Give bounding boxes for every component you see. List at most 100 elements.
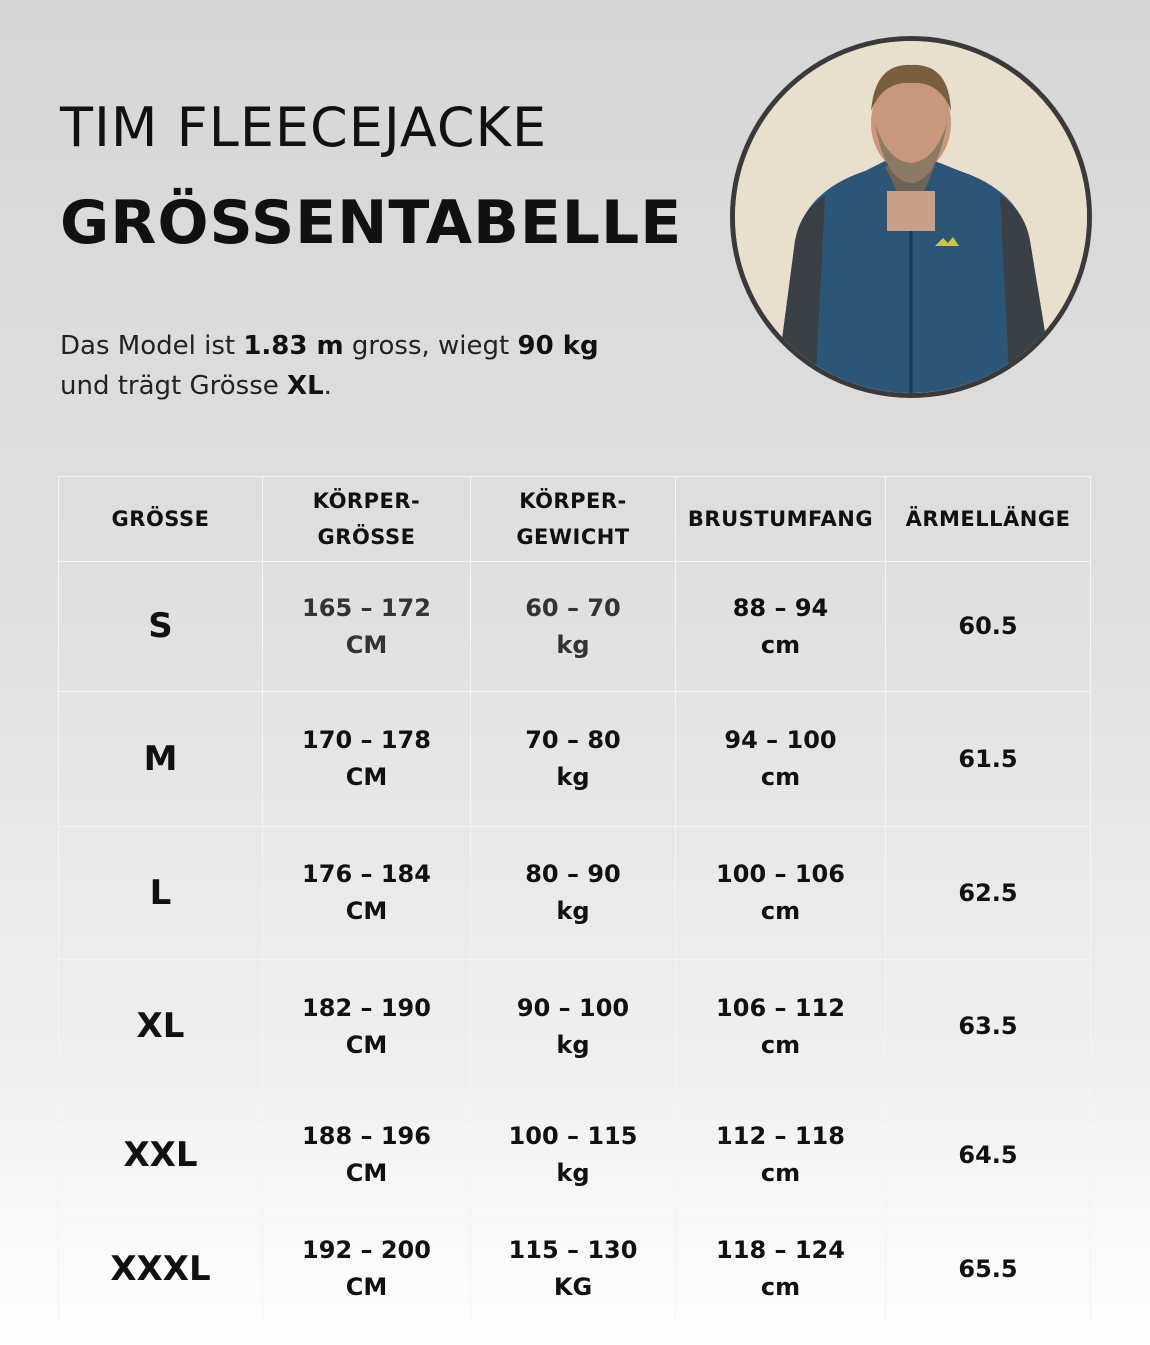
col-chest-cell: 118 – 124 cm [675, 1216, 886, 1322]
cell-value: CM [345, 1273, 388, 1302]
cell-value: kg [556, 897, 590, 925]
col-sleeve-cell: 65.5 [885, 1216, 1091, 1322]
desc-text: gross, wiegt [343, 331, 518, 361]
table-row: XL 182 – 190 CM 90 – 100 kg 106 – 112 cm 63.5 [58, 959, 1091, 1094]
cell-value: S [148, 606, 173, 646]
desc-text: Das Model ist [60, 331, 244, 361]
cell-value: 90 – 100 [516, 993, 630, 1022]
header-label: KÖRPER- [312, 489, 421, 513]
col-size-cell: XXL [58, 1093, 263, 1217]
cell-value: 62.5 [958, 878, 1018, 907]
cell-value: 165 – 172 [302, 593, 431, 622]
cell-value: kg [556, 1030, 590, 1059]
col-body-weight-header: KÖRPER- GEWICHT [470, 476, 676, 562]
product-title: TIM FLEECEJACKE [60, 96, 548, 159]
col-chest-cell: 112 – 118 cm [675, 1093, 886, 1217]
col-sleeve-cell: 63.5 [885, 959, 1091, 1094]
model-illustration [735, 41, 1087, 393]
logo-icon [935, 237, 959, 246]
col-size-cell: S [58, 561, 263, 692]
table-row: S 165 – 172 CM 60 – 70 kg 88 – 94 cm 60.5 [58, 561, 1091, 692]
col-body-height-cell: 188 – 196 CM [262, 1093, 471, 1217]
cell-value: cm [760, 897, 801, 925]
col-sleeve-cell: 60.5 [885, 561, 1091, 692]
cell-value: 80 – 90 [525, 860, 621, 888]
cell-value: 94 – 100 [724, 726, 837, 754]
cell-value: 182 – 190 [302, 993, 431, 1022]
table-row: L 176 – 184 CM 80 – 90 kg 100 – 106 cm 62.5 [58, 826, 1091, 960]
cell-value: cm [760, 630, 801, 659]
cell-value: 176 – 184 [302, 860, 431, 888]
cell-value: 115 – 130 [508, 1236, 638, 1265]
desc-text: . [323, 371, 332, 401]
col-body-height-cell: 192 – 200 CM [262, 1216, 471, 1322]
header-label: KÖRPER- [519, 489, 627, 513]
cell-value: CM [345, 1159, 388, 1187]
col-chest-cell: 88 – 94 cm [675, 561, 886, 692]
cell-value: 118 – 124 [716, 1236, 845, 1265]
cell-value: XXL [123, 1134, 198, 1175]
col-sleeve-header: ÄRMELLÄNGE [885, 476, 1091, 562]
model-description: Das Model ist 1.83 m gross, wiegt 90 kg … [60, 326, 599, 406]
cell-value: CM [345, 763, 388, 791]
col-body-weight-cell: 100 – 115 kg [470, 1093, 676, 1217]
col-body-height-cell: 182 – 190 CM [262, 959, 471, 1094]
col-body-height-header: KÖRPER- GRÖSSE [262, 476, 471, 562]
header-label: ÄRMELLÄNGE [905, 507, 1071, 531]
col-chest-cell: 106 – 112 cm [675, 959, 886, 1094]
model-photo [730, 36, 1092, 398]
model-size: XL [287, 371, 324, 401]
col-sleeve-cell: 62.5 [885, 826, 1091, 960]
cell-value: 60.5 [958, 612, 1018, 640]
cell-value: 106 – 112 [716, 993, 845, 1022]
header-label: BRUSTUMFANG [687, 507, 874, 531]
col-body-height-cell: 176 – 184 CM [262, 826, 471, 960]
table-row: M 170 – 178 CM 70 – 80 kg 94 – 100 cm 61.5 [58, 691, 1091, 827]
cell-value: 192 – 200 [302, 1236, 431, 1265]
col-body-weight-cell: 90 – 100 kg [470, 959, 676, 1094]
col-sleeve-cell: 64.5 [885, 1093, 1091, 1217]
col-body-height-cell: 165 – 172 CM [262, 561, 471, 692]
col-chest-cell: 94 – 100 cm [675, 691, 886, 827]
cell-value: 70 – 80 [525, 726, 621, 754]
cell-value: kg [556, 630, 590, 659]
size-table: GRÖSSE KÖRPER- GRÖSSE KÖRPER- GEWICHT BRUSTUM… [58, 476, 1091, 1322]
cell-value: 112 – 118 [716, 1122, 845, 1150]
col-body-weight-cell: 60 – 70 kg [470, 561, 676, 692]
header-label: GRÖSSE [111, 507, 210, 531]
cell-value: kg [556, 1159, 590, 1187]
col-body-weight-cell: 115 – 130 KG [470, 1216, 676, 1322]
cell-value: M [143, 738, 178, 779]
cell-value: cm [760, 1273, 801, 1302]
cell-value: 88 – 94 [732, 593, 829, 622]
cell-value: 64.5 [958, 1140, 1018, 1169]
col-body-weight-cell: 70 – 80 kg [470, 691, 676, 827]
col-chest-cell: 100 – 106 cm [675, 826, 886, 960]
cell-value: 188 – 196 [302, 1122, 431, 1150]
cell-value: cm [760, 1159, 801, 1187]
cell-value: CM [345, 1030, 388, 1059]
cell-value: XXXL [110, 1248, 211, 1289]
cell-value: 170 – 178 [302, 726, 431, 754]
table-row: XXXL 192 – 200 CM 115 – 130 KG 118 – 124 cm 65.… [58, 1216, 1091, 1322]
cell-value: 61.5 [958, 744, 1018, 773]
col-body-height-cell: 170 – 178 CM [262, 691, 471, 827]
col-body-weight-cell: 80 – 90 kg [470, 826, 676, 960]
col-size-cell: XXXL [58, 1216, 263, 1322]
cell-value: 63.5 [958, 1012, 1018, 1040]
cell-value: 60 – 70 [525, 593, 621, 622]
cell-value: 100 – 115 [508, 1122, 638, 1150]
header-label: GEWICHT [516, 525, 630, 549]
cell-value: XL [136, 1006, 185, 1046]
col-size-header: GRÖSSE [58, 476, 263, 562]
table-header-row: GRÖSSE KÖRPER- GRÖSSE KÖRPER- GEWICHT BRUSTUM… [58, 476, 1091, 562]
header-label: GRÖSSE [317, 525, 416, 549]
col-size-cell: XL [58, 959, 263, 1094]
cell-value: 100 – 106 [716, 860, 845, 888]
col-size-cell: L [58, 826, 263, 960]
page-title: GRÖSSENTABELLE [60, 188, 683, 258]
cell-value: cm [760, 763, 801, 791]
cell-value: KG [553, 1273, 593, 1302]
cell-value: 65.5 [958, 1254, 1018, 1283]
col-size-cell: M [58, 691, 263, 827]
